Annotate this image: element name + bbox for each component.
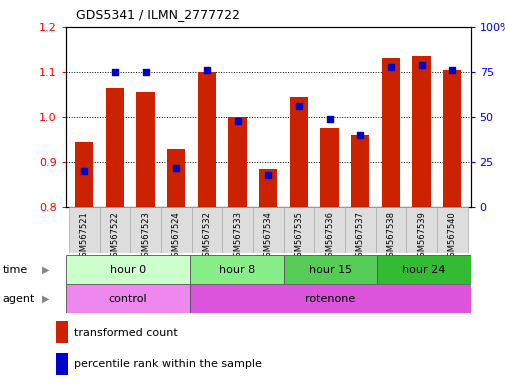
- Text: ▶: ▶: [42, 293, 49, 304]
- Text: GSM567536: GSM567536: [324, 211, 333, 262]
- FancyBboxPatch shape: [190, 255, 283, 284]
- Text: hour 15: hour 15: [308, 265, 351, 275]
- Point: [141, 69, 149, 75]
- Text: GSM567522: GSM567522: [110, 211, 119, 262]
- Bar: [442, 70, 461, 207]
- Bar: [136, 92, 155, 207]
- Text: agent: agent: [3, 293, 35, 304]
- FancyBboxPatch shape: [66, 255, 190, 284]
- Point: [447, 67, 456, 73]
- Bar: [56, 353, 68, 375]
- FancyBboxPatch shape: [376, 255, 470, 284]
- Point: [325, 116, 333, 122]
- Text: GSM567539: GSM567539: [416, 211, 425, 262]
- Point: [80, 168, 88, 174]
- Bar: [56, 321, 68, 343]
- Point: [294, 103, 302, 109]
- Text: GSM567538: GSM567538: [386, 211, 394, 262]
- FancyBboxPatch shape: [252, 207, 283, 253]
- Text: GSM567535: GSM567535: [294, 211, 302, 262]
- Text: hour 24: hour 24: [401, 265, 445, 275]
- Bar: [228, 117, 246, 207]
- FancyBboxPatch shape: [344, 207, 375, 253]
- Bar: [381, 58, 399, 207]
- FancyBboxPatch shape: [69, 207, 99, 253]
- Text: control: control: [109, 293, 147, 304]
- Text: GDS5341 / ILMN_2777722: GDS5341 / ILMN_2777722: [76, 8, 239, 21]
- FancyBboxPatch shape: [191, 207, 222, 253]
- Text: GSM567533: GSM567533: [233, 211, 241, 262]
- FancyBboxPatch shape: [190, 284, 470, 313]
- Text: GSM567521: GSM567521: [79, 211, 88, 262]
- Text: rotenone: rotenone: [305, 293, 355, 304]
- Point: [203, 67, 211, 73]
- Text: hour 8: hour 8: [219, 265, 255, 275]
- Text: GSM567534: GSM567534: [263, 211, 272, 262]
- Bar: [350, 135, 369, 207]
- Bar: [75, 142, 93, 207]
- FancyBboxPatch shape: [99, 207, 130, 253]
- Bar: [412, 56, 430, 207]
- Text: GSM567540: GSM567540: [447, 211, 456, 262]
- FancyBboxPatch shape: [222, 207, 252, 253]
- Text: GSM567523: GSM567523: [141, 211, 149, 262]
- FancyBboxPatch shape: [314, 207, 344, 253]
- FancyBboxPatch shape: [130, 207, 161, 253]
- Text: GSM567532: GSM567532: [202, 211, 211, 262]
- Point: [233, 118, 241, 124]
- Point: [111, 69, 119, 75]
- Text: transformed count: transformed count: [74, 328, 178, 338]
- Point: [172, 165, 180, 171]
- Text: ▶: ▶: [42, 265, 49, 275]
- Text: time: time: [3, 265, 28, 275]
- Bar: [289, 97, 308, 207]
- Text: percentile rank within the sample: percentile rank within the sample: [74, 359, 262, 369]
- Text: GSM567537: GSM567537: [355, 211, 364, 262]
- Bar: [106, 88, 124, 207]
- FancyBboxPatch shape: [375, 207, 406, 253]
- Bar: [320, 128, 338, 207]
- Bar: [259, 169, 277, 207]
- Bar: [167, 149, 185, 207]
- FancyBboxPatch shape: [406, 207, 436, 253]
- Point: [356, 132, 364, 138]
- Text: hour 0: hour 0: [110, 265, 146, 275]
- Text: GSM567524: GSM567524: [171, 211, 180, 262]
- FancyBboxPatch shape: [283, 255, 376, 284]
- FancyBboxPatch shape: [66, 284, 190, 313]
- FancyBboxPatch shape: [283, 207, 314, 253]
- Point: [417, 62, 425, 68]
- FancyBboxPatch shape: [161, 207, 191, 253]
- Bar: [197, 72, 216, 207]
- Point: [264, 172, 272, 178]
- Point: [386, 63, 394, 70]
- FancyBboxPatch shape: [436, 207, 467, 253]
